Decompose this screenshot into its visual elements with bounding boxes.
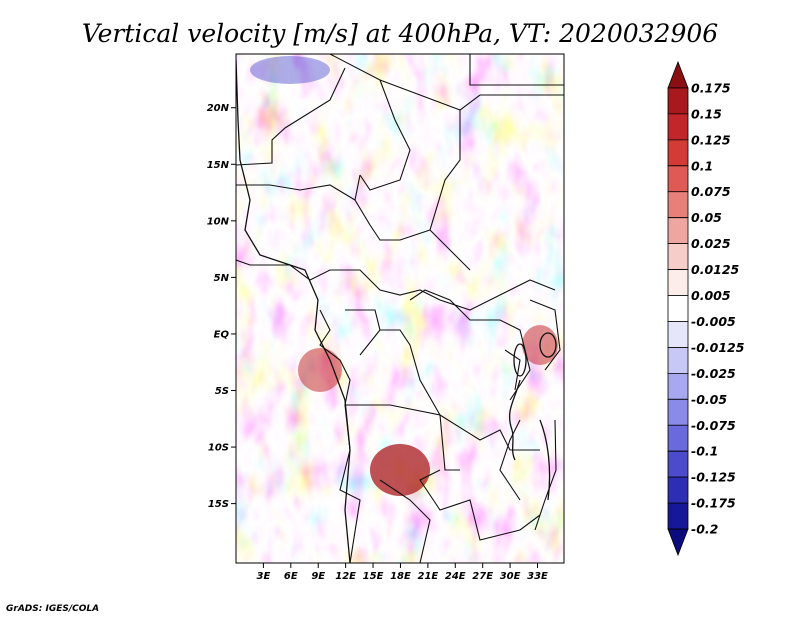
lat-label: 15S — [208, 499, 229, 510]
lat-label: EQ — [214, 329, 230, 340]
colorbar-swatch — [667, 87, 689, 115]
colorbar-swatch — [667, 243, 689, 270]
colorbar-label: 0.0125 — [691, 262, 740, 277]
colorbar-swatch — [667, 295, 689, 322]
colorbar-swatch — [667, 321, 689, 348]
coastline — [236, 59, 557, 563]
lon-label: 33E — [527, 571, 548, 582]
map-panel — [236, 54, 564, 563]
colorbar-swatch — [667, 476, 689, 504]
lon-label: 18E — [390, 571, 411, 582]
lon-label: 21E — [417, 571, 438, 582]
colorbar-swatch — [667, 502, 689, 530]
lat-label: 10N — [207, 216, 230, 227]
lon-label: 15E — [363, 571, 384, 582]
colorbar-swatch — [667, 269, 689, 296]
map-title: Vertical velocity [m/s] at 400hPa, VT: 2… — [82, 19, 718, 48]
latitude-axis: 20N 15N 10N 5N EQ 5S 10S 15S — [207, 103, 236, 510]
colorbar-swatch — [667, 165, 689, 193]
colorbar-label: 0.005 — [691, 288, 731, 303]
colorbar-label: 0.175 — [691, 80, 731, 95]
colorbar-label: -0.05 — [691, 392, 727, 407]
colorbar-swatch — [667, 424, 689, 452]
lon-label: 27E — [472, 571, 493, 582]
colorbar-label: -0.125 — [691, 470, 736, 485]
lon-label: 3E — [257, 571, 271, 582]
colorbar-label: 0.075 — [691, 184, 731, 199]
lat-label: 5N — [214, 273, 230, 284]
colorbar-label: 0.1 — [691, 158, 713, 173]
colorbar-label: -0.0125 — [691, 340, 745, 355]
lon-label: 30E — [500, 571, 521, 582]
colorbar-label: -0.175 — [691, 496, 736, 511]
colorbar-label: 0.05 — [691, 210, 722, 225]
colorbar-swatch — [667, 60, 689, 89]
colorbar-label: 0.125 — [691, 132, 731, 147]
colorbar-label: 0.15 — [691, 106, 722, 121]
lat-label: 15N — [207, 160, 230, 171]
colorbar-label: -0.025 — [691, 366, 736, 381]
colorbar-label: -0.005 — [691, 314, 736, 329]
colorbar-swatch — [667, 139, 689, 167]
colorbar-label: 0.025 — [691, 236, 731, 251]
colorbar-swatch — [667, 528, 689, 557]
lon-label: 12E — [335, 571, 356, 582]
colorbar-label: -0.1 — [691, 444, 718, 459]
lat-label: 10S — [208, 443, 229, 454]
colorbar-swatch — [667, 347, 689, 374]
longitude-axis: 3E 6E 9E 12E 15E 18E 21E 24E 27E 30E 33E — [257, 563, 548, 582]
colorbar-swatch — [667, 450, 689, 478]
credit-text: GrADS: IGES/COLA — [6, 604, 100, 614]
colorbar-swatch — [667, 398, 689, 426]
colorbar-swatch — [667, 191, 689, 219]
lon-label: 9E — [311, 571, 325, 582]
colorbar-swatch — [667, 113, 689, 141]
colorbar: 0.175 0.15 0.125 0.1 0.075 0.05 0.025 0.0125 0.0… — [667, 60, 745, 557]
lon-label: 6E — [284, 571, 298, 582]
colorbar-label: -0.2 — [691, 522, 718, 537]
lon-label: 24E — [445, 571, 466, 582]
lat-label: 20N — [207, 103, 230, 114]
colorbar-label: -0.075 — [691, 418, 736, 433]
colorbar-swatch — [667, 217, 689, 245]
colorbar-swatch — [667, 372, 689, 400]
lat-label: 5S — [215, 386, 229, 397]
